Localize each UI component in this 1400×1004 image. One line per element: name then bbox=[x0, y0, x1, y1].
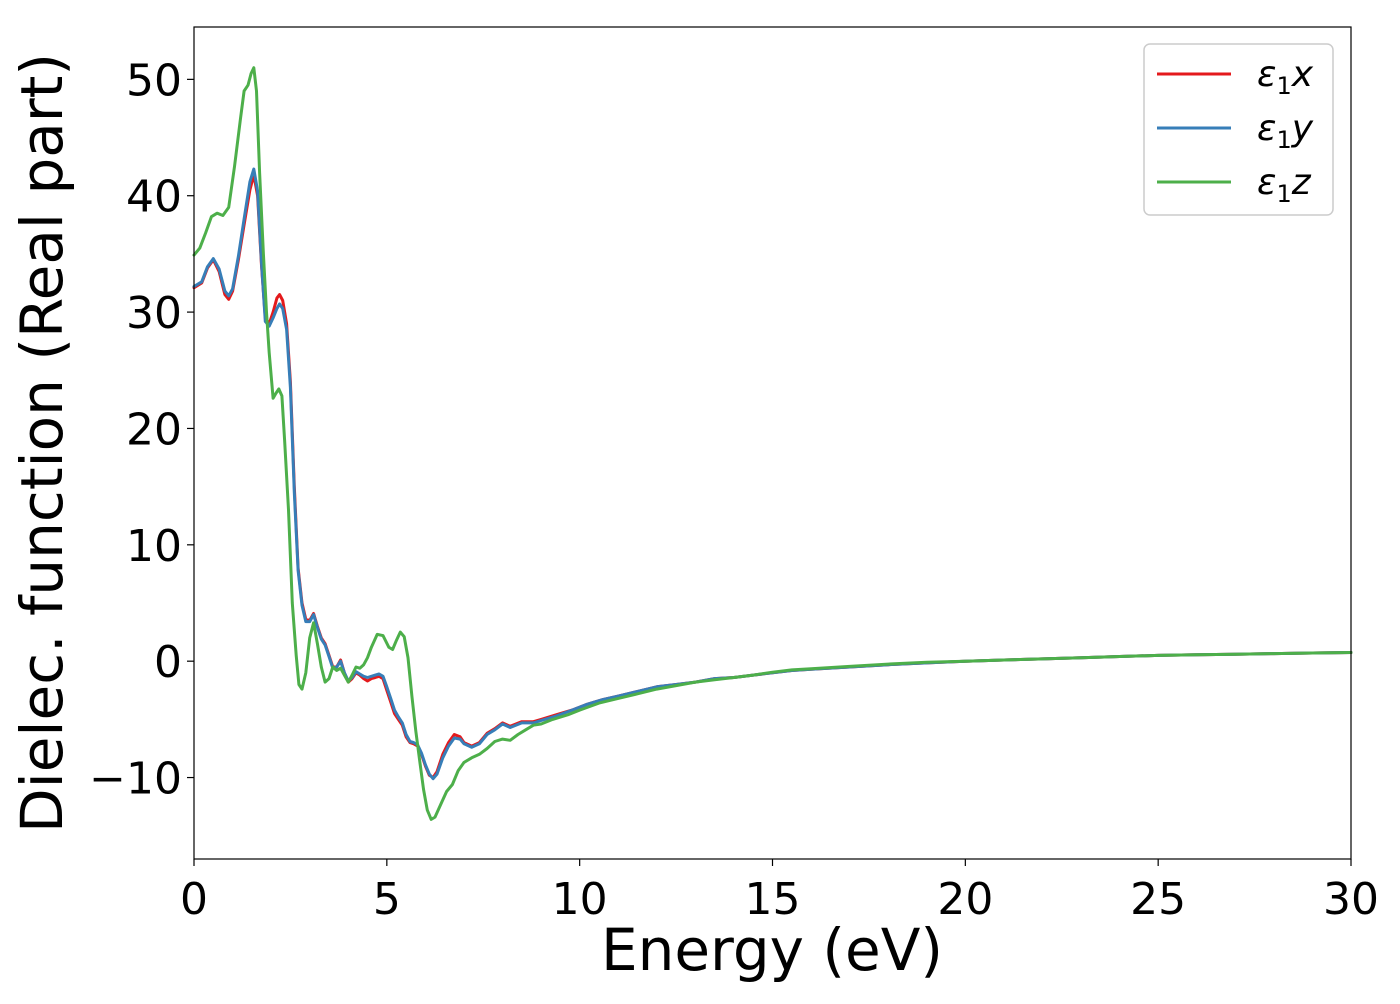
y-tick-label: 30 bbox=[126, 288, 182, 339]
series-layer bbox=[192, 66, 1353, 821]
x-tick-label: 10 bbox=[552, 874, 608, 925]
y-tick-label: 50 bbox=[126, 55, 182, 106]
legend-label-z: ε1z bbox=[1257, 162, 1312, 208]
x-tick-label: 30 bbox=[1323, 874, 1379, 925]
legend-label-y: ε1y bbox=[1257, 108, 1314, 154]
y-tick-label: 0 bbox=[154, 637, 182, 688]
series-line-z bbox=[192, 66, 1353, 821]
y-tick-label: 20 bbox=[126, 404, 182, 455]
legend-frame bbox=[1143, 43, 1334, 216]
y-axis-title: Dielec. function (Real part) bbox=[8, 53, 76, 833]
y-tick-label: 10 bbox=[126, 521, 182, 572]
series-line-y bbox=[192, 167, 1353, 781]
legend-label-x: ε1x bbox=[1257, 54, 1314, 100]
x-axis-title: Energy (eV) bbox=[601, 916, 943, 984]
y-tick-label: −10 bbox=[89, 754, 182, 805]
x-tick-label: 5 bbox=[373, 874, 401, 925]
y-tick-label: 40 bbox=[126, 172, 182, 223]
y-axis-ticks: −10 0 10 20 30 40 50 bbox=[89, 55, 194, 805]
series-line-x bbox=[192, 173, 1353, 779]
x-axis-ticks: 0 5 10 15 20 25 30 bbox=[180, 859, 1379, 925]
legend: ε1x ε1y ε1z bbox=[1143, 43, 1334, 216]
x-tick-label: 0 bbox=[180, 874, 208, 925]
x-tick-label: 20 bbox=[937, 874, 993, 925]
x-tick-label: 15 bbox=[745, 874, 801, 925]
x-tick-label: 25 bbox=[1130, 874, 1186, 925]
